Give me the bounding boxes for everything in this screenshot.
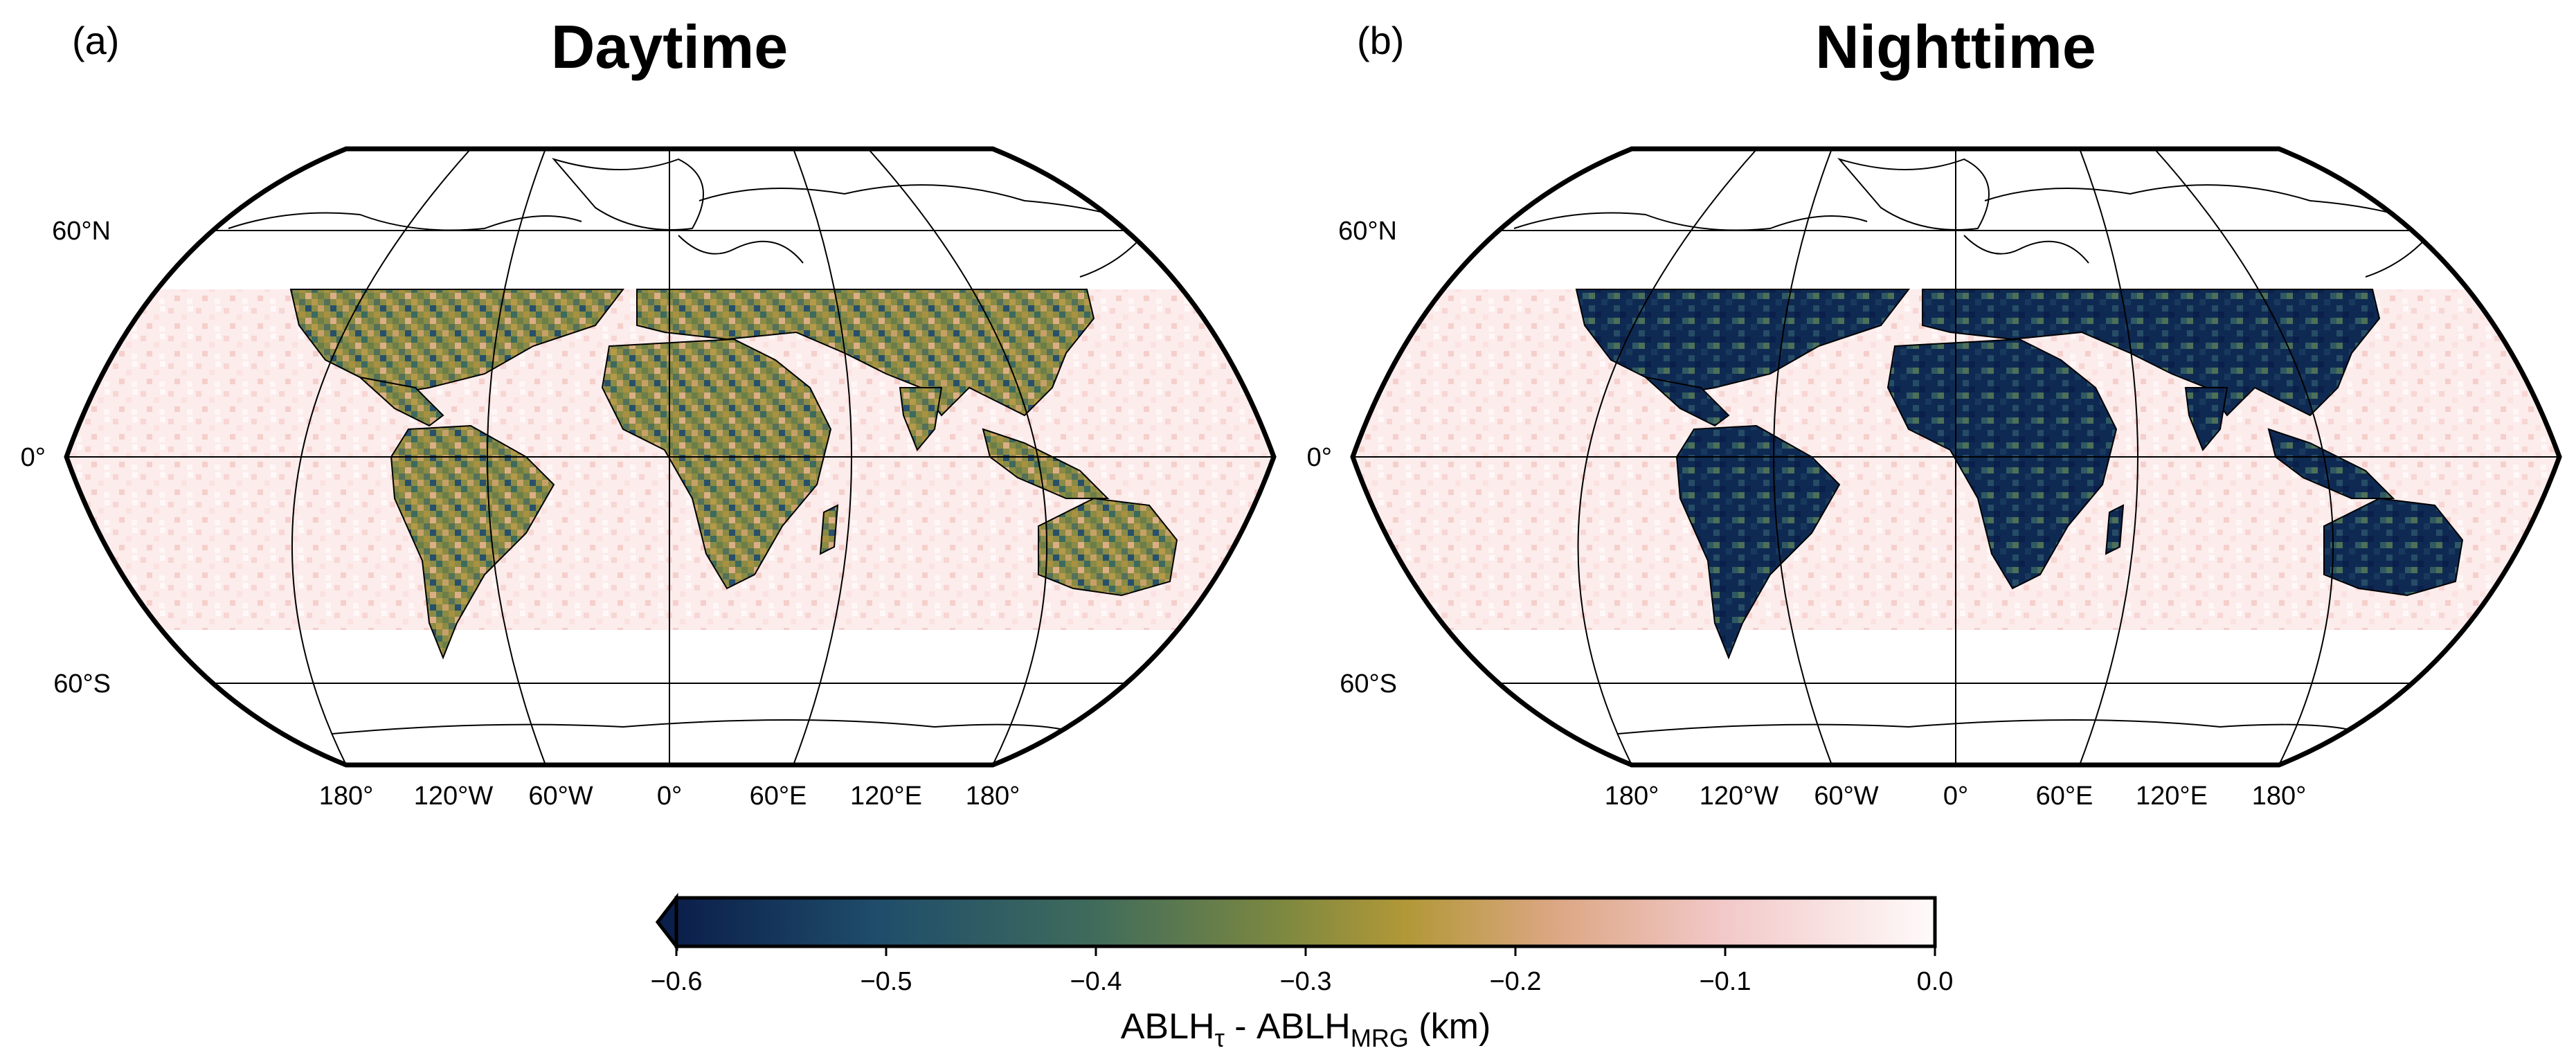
panel-a: (a) Daytime: [21, 12, 1277, 811]
panel-a-title: Daytime: [551, 12, 788, 81]
colorbar-gradient: [676, 898, 1935, 946]
panel-a-lat-0: 0°: [21, 443, 46, 472]
colorbar-label-sub-mrg: MRG: [1351, 1024, 1409, 1052]
colorbar-tick-label: −0.6: [650, 967, 702, 996]
panel-b-lon-120w: 120°W: [1700, 782, 1779, 811]
panel-a-lon-120w: 120°W: [414, 782, 494, 811]
panel-b-lat-60n: 60°N: [1338, 217, 1397, 246]
panel-a-lon-180e: 180°: [966, 782, 1020, 811]
panel-a-frame: [64, 146, 1277, 768]
panel-b-lat-0: 0°: [1307, 443, 1332, 472]
colorbar-tick-marks: [675, 946, 1936, 956]
colorbar-label-sub-tau: τ: [1215, 1024, 1225, 1052]
panel-a-lon-180w: 180°: [319, 782, 374, 811]
panel-b-map: [1353, 149, 2559, 765]
panel-a-lon-60w: 60°W: [528, 782, 593, 811]
panel-a-letter: (a): [72, 19, 119, 62]
panel-b-lon-180w: 180°: [1605, 782, 1659, 811]
panel-b-letter: (b): [1357, 19, 1404, 62]
colorbar: −0.6 −0.5 −0.4 −0.3 −0.2 −0.1 0.0 ABLHτ …: [650, 892, 1954, 1052]
panel-b-lon-120e: 120°E: [2136, 782, 2208, 811]
panel-b-land: [1575, 289, 2464, 660]
panel-b-lon-60w: 60°W: [1814, 782, 1878, 811]
colorbar-axis-label: ABLHτ - ABLHMRG (km): [1121, 1007, 1491, 1052]
colorbar-label-mid: - ABLH: [1225, 1007, 1351, 1047]
colorbar-label-main: ABLH: [1121, 1007, 1215, 1047]
colorbar-extend-min-triangle: [655, 892, 678, 952]
colorbar-tick-label: −0.3: [1279, 967, 1331, 996]
colorbar-tick-label: −0.5: [860, 967, 912, 996]
panel-a-lat-60s: 60°S: [53, 669, 111, 698]
colorbar-label-unit: (km): [1409, 1007, 1490, 1047]
panel-a-lon-0: 0°: [657, 782, 682, 811]
panel-a-map: [66, 149, 1274, 765]
panel-a-lon-60e: 60°E: [750, 782, 807, 811]
panel-b-lon-0: 0°: [1943, 782, 1968, 811]
colorbar-tick-label: −0.2: [1489, 967, 1541, 996]
panel-b: (b) Nighttime: [1307, 12, 2562, 811]
panel-a-graticule: [66, 149, 1274, 765]
panel-b-lat-60s: 60°S: [1340, 669, 1397, 698]
panel-a-lat-60n: 60°N: [52, 217, 111, 246]
colorbar-tick-label: 0.0: [1917, 967, 1954, 996]
panel-b-graticule: [1353, 149, 2559, 765]
panel-b-lon-180e: 180°: [2252, 782, 2307, 811]
panel-b-title: Nighttime: [1815, 12, 2096, 81]
panel-b-frame: [1350, 146, 2562, 768]
panel-a-lon-120e: 120°E: [850, 782, 922, 811]
colorbar-tick-label: −0.1: [1699, 967, 1751, 996]
colorbar-tick-label: −0.4: [1070, 967, 1122, 996]
panel-a-land: [289, 289, 1178, 660]
panel-b-lon-60e: 60°E: [2036, 782, 2093, 811]
